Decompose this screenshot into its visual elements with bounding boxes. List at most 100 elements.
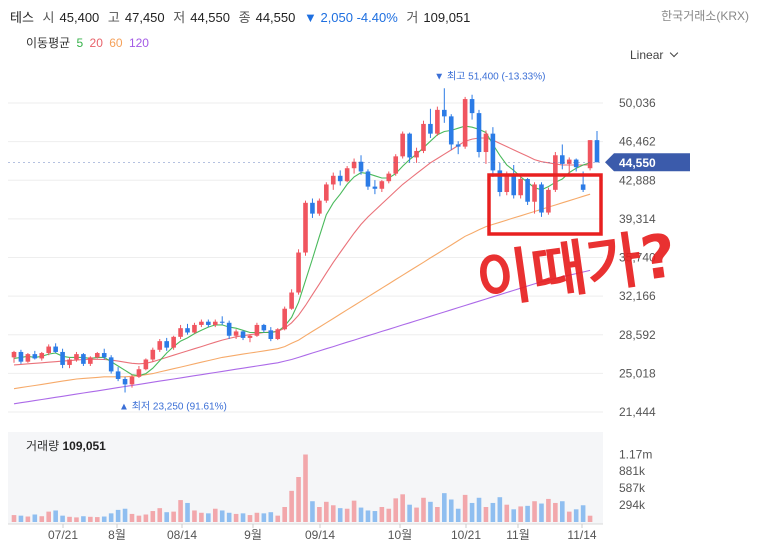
volume-value: 109,051 xyxy=(423,10,471,25)
ma-20-label[interactable]: 20 xyxy=(89,36,103,50)
scale-dropdown[interactable]: Linear xyxy=(630,48,679,62)
volume-bar xyxy=(46,511,52,522)
volume-bar xyxy=(101,516,107,522)
candle-body xyxy=(365,171,371,187)
volume-bar xyxy=(553,502,558,522)
candle-body xyxy=(511,173,517,196)
volume-bar xyxy=(448,499,454,522)
y-tick-label: 25,018 xyxy=(619,366,656,380)
candle-body xyxy=(67,359,72,365)
volume-bar xyxy=(303,454,308,522)
volume-bar xyxy=(81,516,86,522)
x-tick-label: 07/21 xyxy=(48,528,78,542)
volume-bar xyxy=(573,509,579,522)
high-label: 고 xyxy=(107,10,120,25)
volume-bar xyxy=(296,477,301,522)
candle-body xyxy=(60,351,65,365)
volume-bar xyxy=(11,515,17,522)
volume-bar xyxy=(212,508,218,522)
candle-body xyxy=(539,184,544,213)
volume-bar xyxy=(53,510,58,522)
ma-120-label[interactable]: 120 xyxy=(128,36,149,50)
volume-bar xyxy=(275,515,281,522)
volume-bar xyxy=(546,498,551,522)
volume-bar xyxy=(289,490,294,522)
ma-60-label[interactable]: 60 xyxy=(109,36,123,50)
candle-body xyxy=(206,321,211,325)
candle-body xyxy=(171,336,176,348)
x-tick-label: 10/21 xyxy=(451,528,481,542)
volume-bar xyxy=(74,517,79,522)
candle-body xyxy=(115,371,121,379)
candle-body xyxy=(546,189,551,213)
candle-body xyxy=(268,330,274,339)
candle-body xyxy=(247,335,253,338)
volume-bar xyxy=(185,502,190,522)
volume-bar xyxy=(240,513,246,522)
volume-bar xyxy=(469,502,475,522)
candle-body xyxy=(39,353,45,359)
volume-bar xyxy=(393,498,399,522)
candle-body xyxy=(553,155,558,190)
volume-bar xyxy=(199,512,204,522)
candle-body xyxy=(351,161,357,169)
candle-body xyxy=(289,292,294,309)
volume-bar xyxy=(18,515,24,522)
quote-header: 테스 시 45,400 고 47,450 저 44,550 종 44,550 ▼ 2,0… xyxy=(10,7,760,27)
chevron-down-icon xyxy=(670,48,679,58)
candle-body xyxy=(386,173,392,182)
candle-body xyxy=(296,252,301,293)
exchange-label: 한국거래소(KRX) xyxy=(661,9,749,23)
candle-body xyxy=(587,140,593,169)
volume-bar xyxy=(164,512,169,522)
low-label: 저 xyxy=(173,10,186,25)
current-price-label: 44,550 xyxy=(619,156,656,170)
candle-body xyxy=(455,144,461,147)
candle-body xyxy=(199,321,204,325)
volume-bar xyxy=(268,512,274,522)
ma-5-label[interactable]: 5 xyxy=(76,36,84,50)
x-tick-label: 08/14 xyxy=(167,528,197,542)
candle-body xyxy=(393,156,399,174)
candle-body xyxy=(594,140,600,163)
candle-body xyxy=(122,378,128,385)
volume-bar xyxy=(490,502,496,522)
candle-body xyxy=(324,184,329,201)
candle-body xyxy=(330,175,336,185)
open-label: 시 xyxy=(42,10,55,25)
low-value: 44,550 xyxy=(190,10,230,25)
volume-bar xyxy=(379,507,385,522)
candle-body xyxy=(442,109,447,117)
volume-bar xyxy=(518,506,523,522)
high-value: 47,450 xyxy=(124,10,165,25)
volume-bar xyxy=(94,517,100,522)
candle-body xyxy=(532,184,537,202)
candle-body xyxy=(462,99,468,147)
y-tick-label: 32,166 xyxy=(619,289,656,303)
candle-body xyxy=(504,173,510,193)
candle-body xyxy=(358,161,364,172)
volume-bar xyxy=(497,497,503,522)
ma-legend-label: 이동평균 xyxy=(26,36,71,50)
candle-body xyxy=(428,123,433,134)
volume-tick-label: 1.17m xyxy=(619,448,652,462)
candle-body xyxy=(476,113,482,153)
candle-body xyxy=(566,159,572,164)
candle-body xyxy=(407,133,412,158)
y-tick-label: 21,444 xyxy=(619,405,656,419)
volume-bar xyxy=(428,501,433,522)
ma120-line xyxy=(13,269,591,405)
volume-bar xyxy=(400,494,405,522)
volume-bar xyxy=(32,514,38,522)
candle-body xyxy=(518,179,523,196)
volume-bar xyxy=(219,510,225,522)
y-tick-label: 28,592 xyxy=(619,328,656,342)
ma60-line xyxy=(13,193,591,390)
current-price-tag xyxy=(605,153,690,172)
close-value: 44,550 xyxy=(255,10,296,25)
candle-body xyxy=(185,328,190,333)
volume-bar xyxy=(136,515,142,522)
high-marker-label: ▼ 최고 51,400 (-13.33%) xyxy=(434,70,545,82)
volume-bar xyxy=(324,501,329,522)
